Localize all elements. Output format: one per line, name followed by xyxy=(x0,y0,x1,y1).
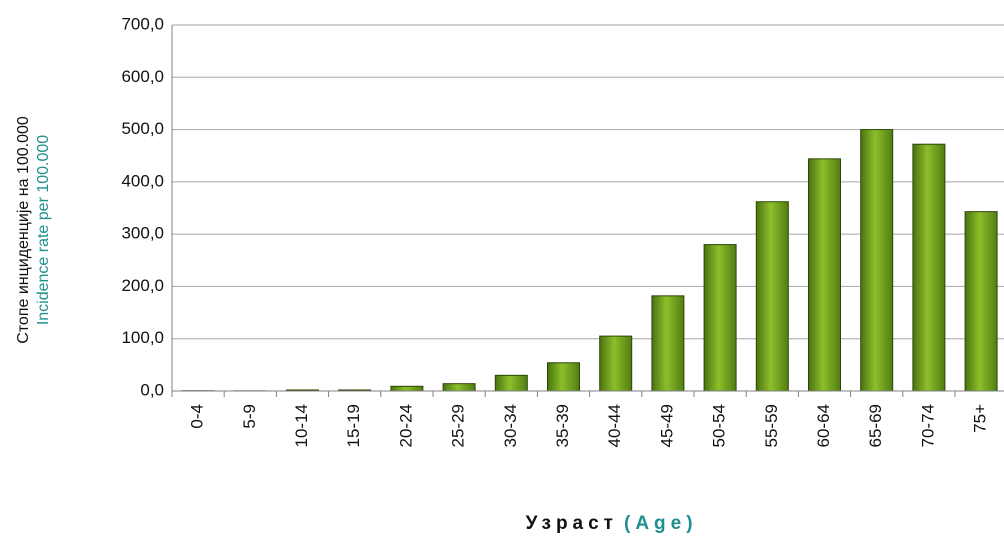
x-tick-label: 75+ xyxy=(971,404,990,433)
bar xyxy=(547,362,580,392)
bar xyxy=(442,383,476,392)
x-tick-label: 40-44 xyxy=(605,404,624,447)
x-tick-label: 30-34 xyxy=(501,404,520,447)
x-tick-label: 5-9 xyxy=(240,404,259,429)
x-tick-label: 0-4 xyxy=(188,404,207,429)
x-tick-label: 55-59 xyxy=(762,404,781,447)
x-tick-label: 35-39 xyxy=(553,404,572,447)
y-tick-label: 300,0 xyxy=(121,224,164,243)
bar xyxy=(390,385,424,392)
x-axis-label: (Age) xyxy=(624,513,698,534)
x-tick-label: 65-69 xyxy=(866,404,885,447)
y-tick-label: 500,0 xyxy=(121,119,164,138)
bar xyxy=(808,158,841,392)
y-tick-label: 400,0 xyxy=(121,171,164,190)
x-tick-label: 10-14 xyxy=(292,404,311,447)
bar xyxy=(599,335,633,392)
bar xyxy=(703,244,737,392)
y-tick-label: 600,0 xyxy=(121,67,164,86)
y-tick-label: 200,0 xyxy=(121,276,164,295)
bar xyxy=(860,129,894,392)
x-tick-label: 25-29 xyxy=(449,404,468,447)
bar xyxy=(964,211,998,392)
x-axis-label: Узраст xyxy=(526,513,618,534)
x-tick-label: 60-64 xyxy=(814,404,833,447)
bar xyxy=(755,201,789,392)
y-tick-label: 100,0 xyxy=(121,328,164,347)
y-tick-label: 700,0 xyxy=(121,14,164,33)
x-tick-label: 70-74 xyxy=(918,404,937,447)
x-tick-label: 20-24 xyxy=(396,404,415,447)
y-tick-label: 0,0 xyxy=(140,380,164,399)
bar xyxy=(651,295,685,392)
x-tick-label: 50-54 xyxy=(710,404,729,447)
y-axis-label: Стопе инциденције на 100.000 xyxy=(15,116,32,344)
x-tick-label: 45-49 xyxy=(657,404,676,447)
y-axis-label: Incidence rate per 100.000 xyxy=(35,135,52,325)
bar xyxy=(494,374,528,392)
x-tick-label: 15-19 xyxy=(344,404,363,447)
bar xyxy=(912,143,946,392)
